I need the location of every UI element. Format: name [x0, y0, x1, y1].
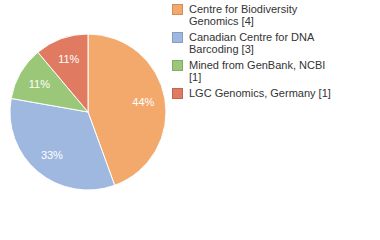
svg-text:11%: 11%	[58, 53, 79, 65]
html-text:Centre for Biodiversity Genomi: Centre for Biodiversity Genomics [4]	[189, 3, 298, 27]
html-text:Canadian Centre for DNA Barcod: Canadian Centre for DNA Barcoding [3]	[189, 31, 314, 55]
html-text:LGC Genomics, Germany [1]: LGC Genomics, Germany [1]	[189, 87, 331, 99]
html-text:Mined from GenBank, NCBI [1]: Mined from GenBank, NCBI [1]	[189, 59, 326, 83]
svg-text:11%: 11%	[29, 78, 50, 90]
svg-text:33%: 33%	[41, 149, 63, 161]
svg-text:44%: 44%	[132, 96, 154, 108]
